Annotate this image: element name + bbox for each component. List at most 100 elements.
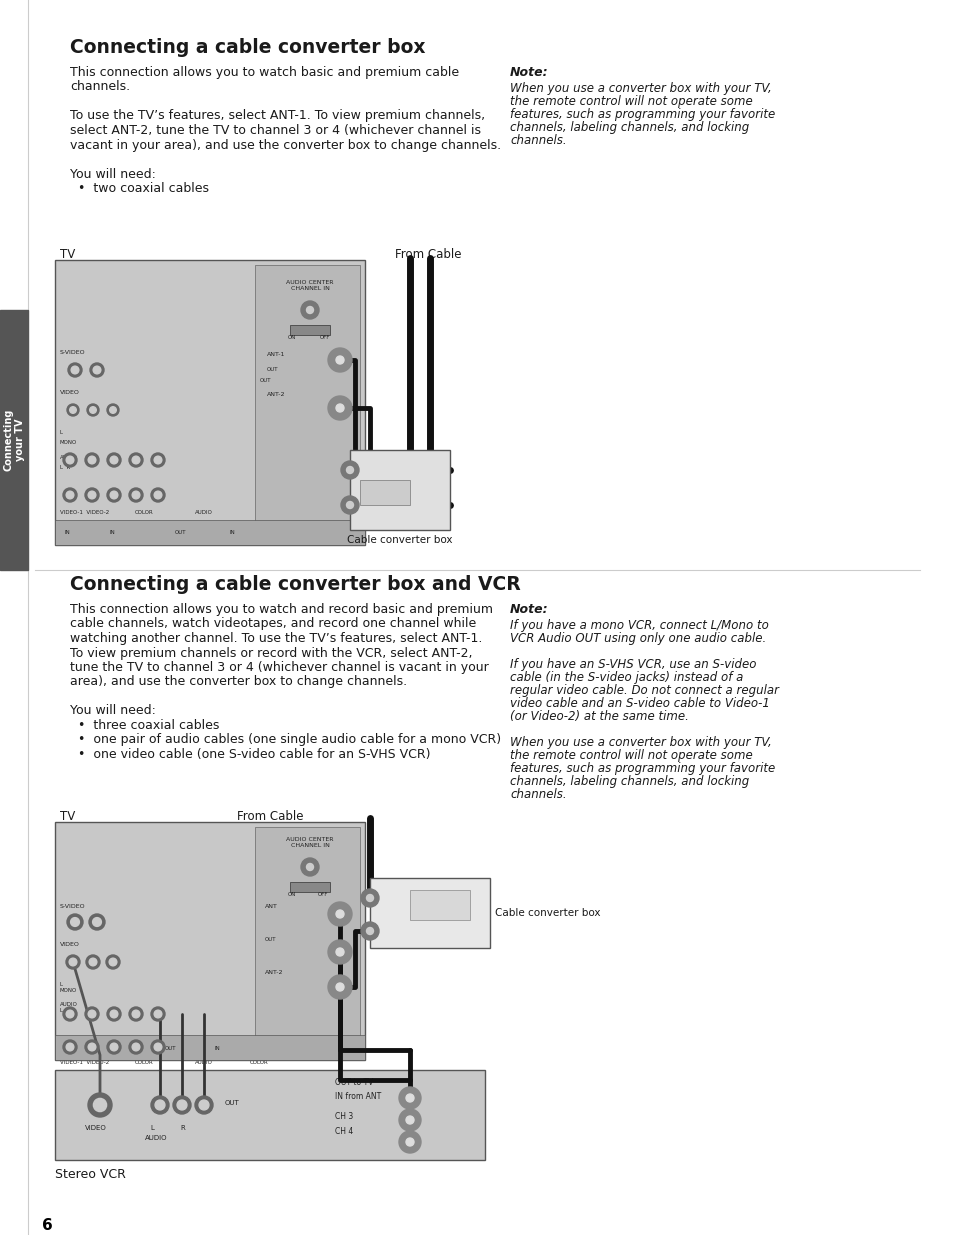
Circle shape: [66, 1044, 73, 1051]
Circle shape: [66, 456, 73, 464]
Text: ANT-2: ANT-2: [265, 969, 283, 974]
Text: watching another channel. To use the TV’s features, select ANT-1.: watching another channel. To use the TV’…: [70, 632, 482, 645]
Circle shape: [346, 467, 354, 473]
Text: VIDEO: VIDEO: [85, 1125, 107, 1131]
Circle shape: [151, 453, 165, 467]
Circle shape: [63, 453, 77, 467]
Bar: [55, 261, 365, 545]
Circle shape: [398, 1131, 420, 1153]
Bar: [410, 890, 470, 920]
Text: Note:: Note:: [510, 65, 548, 79]
Circle shape: [88, 1093, 112, 1116]
Text: AUDIO
L  R: AUDIO L R: [60, 1002, 78, 1013]
Circle shape: [328, 348, 352, 372]
Text: AUDIO CENTER
CHANNEL IN: AUDIO CENTER CHANNEL IN: [286, 280, 334, 290]
Text: •  one pair of audio cables (one single audio cable for a mono VCR): • one pair of audio cables (one single a…: [70, 734, 500, 746]
Circle shape: [88, 1044, 95, 1051]
Text: To use the TV’s features, select ANT-1. To view premium channels,: To use the TV’s features, select ANT-1. …: [70, 110, 485, 122]
Circle shape: [68, 363, 82, 377]
Circle shape: [199, 1100, 209, 1110]
Text: (or Video-2) at the same time.: (or Video-2) at the same time.: [510, 710, 688, 722]
Text: IN: IN: [110, 1046, 115, 1051]
Text: MONO: MONO: [60, 440, 77, 445]
Text: AUDIO: AUDIO: [194, 1060, 213, 1065]
Circle shape: [85, 488, 99, 501]
Bar: [254, 827, 359, 1055]
Text: R: R: [180, 1125, 185, 1131]
Circle shape: [328, 940, 352, 965]
Circle shape: [306, 863, 314, 871]
Circle shape: [154, 1010, 162, 1018]
Text: IN: IN: [214, 1046, 220, 1051]
Circle shape: [92, 918, 101, 926]
Circle shape: [154, 456, 162, 464]
Bar: [55, 1070, 484, 1160]
Text: •  two coaxial cables: • two coaxial cables: [70, 182, 209, 195]
Circle shape: [398, 1109, 420, 1131]
Circle shape: [85, 1007, 99, 1021]
Circle shape: [340, 496, 358, 514]
Text: cable channels, watch videotapes, and record one channel while: cable channels, watch videotapes, and re…: [70, 618, 476, 631]
Circle shape: [151, 1095, 169, 1114]
Circle shape: [366, 927, 374, 935]
Circle shape: [151, 1040, 165, 1053]
Circle shape: [132, 456, 140, 464]
Text: If you have a mono VCR, connect L/Mono to: If you have a mono VCR, connect L/Mono t…: [510, 619, 768, 632]
Text: ON: ON: [288, 335, 296, 340]
Text: VIDEO-1  VIDEO-2: VIDEO-1 VIDEO-2: [60, 510, 110, 515]
Text: L
MONO: L MONO: [60, 982, 77, 993]
Circle shape: [360, 889, 378, 906]
Circle shape: [63, 1007, 77, 1021]
Circle shape: [129, 1007, 143, 1021]
Text: AUDIO: AUDIO: [60, 454, 78, 459]
Text: Connecting a cable converter box: Connecting a cable converter box: [70, 38, 425, 57]
Circle shape: [129, 1040, 143, 1053]
Text: tune the TV to channel 3 or 4 (whichever channel is vacant in your: tune the TV to channel 3 or 4 (whichever…: [70, 661, 488, 674]
Text: the remote control will not operate some: the remote control will not operate some: [510, 748, 752, 762]
Text: •  one video cable (one S-video cable for an S-VHS VCR): • one video cable (one S-video cable for…: [70, 748, 430, 761]
Circle shape: [132, 1010, 140, 1018]
Circle shape: [406, 1116, 414, 1124]
Text: S-VIDEO: S-VIDEO: [60, 904, 86, 909]
Circle shape: [406, 1137, 414, 1146]
Text: •  three coaxial cables: • three coaxial cables: [70, 719, 219, 732]
Text: L  R: L R: [60, 466, 71, 471]
Text: Connecting
your TV: Connecting your TV: [3, 409, 25, 472]
Bar: [55, 823, 365, 1060]
Text: Stereo VCR: Stereo VCR: [55, 1168, 126, 1181]
Text: OFF: OFF: [319, 335, 330, 340]
Circle shape: [86, 955, 100, 969]
Circle shape: [132, 492, 140, 499]
Text: CH 4: CH 4: [335, 1128, 353, 1136]
Text: regular video cable. Do not connect a regular: regular video cable. Do not connect a re…: [510, 684, 779, 697]
Text: channels, labeling channels, and locking: channels, labeling channels, and locking: [510, 121, 748, 135]
Text: OUT: OUT: [225, 1100, 239, 1107]
Circle shape: [93, 366, 101, 374]
Text: Connecting a cable converter box and VCR: Connecting a cable converter box and VCR: [70, 576, 520, 594]
Circle shape: [71, 366, 79, 374]
Bar: [370, 878, 490, 948]
Circle shape: [67, 914, 83, 930]
Circle shape: [328, 396, 352, 420]
Text: IN: IN: [65, 1046, 71, 1051]
Text: select ANT-2, tune the TV to channel 3 or 4 (whichever channel is: select ANT-2, tune the TV to channel 3 o…: [70, 124, 480, 137]
Circle shape: [107, 404, 119, 416]
Text: AUDIO CENTER
CHANNEL IN: AUDIO CENTER CHANNEL IN: [286, 837, 334, 847]
Text: VIDEO-1  VIDEO-2: VIDEO-1 VIDEO-2: [60, 1060, 110, 1065]
Circle shape: [66, 955, 80, 969]
Bar: [350, 450, 450, 530]
Circle shape: [129, 453, 143, 467]
Text: If you have an S-VHS VCR, use an S-video: If you have an S-VHS VCR, use an S-video: [510, 658, 756, 671]
Bar: [55, 1035, 365, 1060]
Bar: [359, 480, 410, 505]
Circle shape: [107, 488, 121, 501]
Circle shape: [69, 958, 77, 966]
Circle shape: [110, 456, 118, 464]
Text: video cable and an S-video cable to Video-1: video cable and an S-video cable to Vide…: [510, 697, 769, 710]
Text: COLOR: COLOR: [135, 510, 153, 515]
Text: OUT: OUT: [265, 937, 276, 942]
Text: ANT-1: ANT-1: [267, 352, 285, 357]
Text: OUT: OUT: [165, 1046, 176, 1051]
Text: OUT: OUT: [267, 367, 278, 372]
Text: IN: IN: [375, 890, 384, 899]
